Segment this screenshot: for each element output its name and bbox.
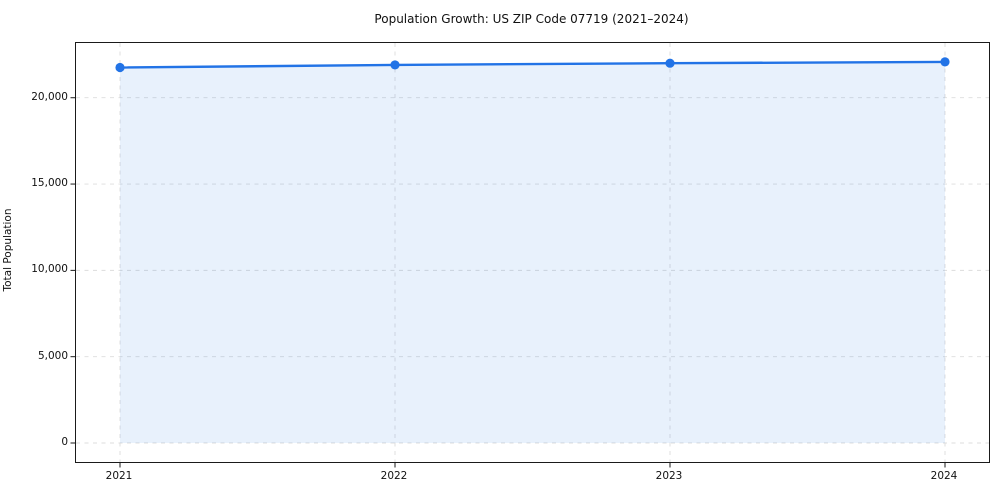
- x-tick-label: 2022: [380, 470, 408, 482]
- data-point-2023: [665, 58, 675, 68]
- data-point-2022: [390, 60, 400, 70]
- y-tick-label: 0: [61, 436, 68, 448]
- x-tick-label: 2021: [105, 470, 133, 482]
- line-chart-canvas: [70, 43, 989, 468]
- data-point-2024: [940, 57, 950, 67]
- x-tick-label: 2023: [655, 470, 683, 482]
- y-tick-label: 10,000: [31, 263, 68, 276]
- y-tick-label: 15,000: [31, 177, 68, 190]
- area-fill: [120, 61, 945, 444]
- plot-area: [70, 42, 990, 468]
- chart-title: Population Growth: US ZIP Code 07719 (20…: [374, 12, 689, 26]
- y-tick-label: 20,000: [31, 90, 68, 103]
- x-tick-label: 2024: [930, 470, 958, 482]
- trend-line: [118, 60, 947, 69]
- data-point-2021: [115, 62, 125, 73]
- y-tick-label: 5,000: [37, 349, 68, 362]
